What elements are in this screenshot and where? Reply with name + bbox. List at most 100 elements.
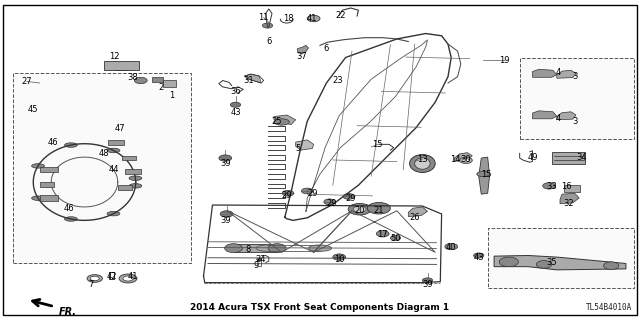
Ellipse shape [257,258,262,260]
Text: 30: 30 [461,155,471,164]
Bar [108,140,124,145]
Ellipse shape [463,159,469,162]
Bar [152,77,163,82]
Text: 43: 43 [474,252,484,261]
Ellipse shape [415,158,430,169]
Ellipse shape [333,254,346,260]
Text: 4: 4 [556,114,561,123]
Ellipse shape [230,102,241,107]
Ellipse shape [376,231,389,237]
Text: 21: 21 [374,206,384,215]
Text: 27: 27 [22,77,32,86]
Text: 3: 3 [572,117,577,126]
Text: 5: 5 [295,144,300,153]
Text: 45: 45 [28,105,38,114]
Polygon shape [274,115,296,124]
Text: 34: 34 [576,153,586,162]
Ellipse shape [87,275,102,282]
Text: 13: 13 [417,155,428,164]
Text: 29: 29 [307,189,317,198]
Bar [488,228,634,288]
Text: 6: 6 [324,44,329,53]
Bar [564,185,580,192]
Text: 2: 2 [159,83,164,92]
Ellipse shape [367,203,390,214]
Text: 50: 50 [390,234,401,244]
Ellipse shape [129,184,142,188]
Text: TL54B4010A: TL54B4010A [586,303,632,312]
Text: 25: 25 [271,117,282,126]
Ellipse shape [90,276,99,281]
Ellipse shape [604,262,619,269]
Polygon shape [557,112,576,120]
Ellipse shape [353,206,366,212]
Text: 10: 10 [334,255,344,264]
Ellipse shape [308,245,332,251]
Ellipse shape [474,253,484,258]
Ellipse shape [107,212,120,216]
Text: 17: 17 [378,230,388,239]
Ellipse shape [445,243,458,250]
Text: 18: 18 [283,14,293,23]
Bar [234,244,277,252]
Text: 14: 14 [451,155,461,164]
Ellipse shape [324,199,335,205]
Text: 26: 26 [410,213,420,222]
Text: 6: 6 [266,37,271,46]
Ellipse shape [65,143,77,147]
Ellipse shape [282,190,294,196]
Text: 42: 42 [107,272,117,281]
Polygon shape [557,70,576,78]
Ellipse shape [301,188,313,194]
Text: 20: 20 [355,206,365,215]
Ellipse shape [123,276,133,281]
Ellipse shape [536,260,552,268]
Text: 39: 39 [422,280,433,289]
Text: 46: 46 [64,204,74,213]
Polygon shape [532,69,557,77]
Text: 29: 29 [346,194,356,203]
Text: 48: 48 [99,149,109,158]
Ellipse shape [543,183,556,189]
Text: 39: 39 [220,217,230,226]
Text: 49: 49 [527,153,538,162]
Bar [122,156,136,160]
Text: 11: 11 [259,13,269,22]
Text: 35: 35 [547,258,557,267]
Polygon shape [479,157,490,194]
Bar [118,185,132,190]
Text: 46: 46 [47,138,58,147]
Ellipse shape [134,77,147,84]
Text: 29: 29 [282,191,292,200]
Text: 31: 31 [243,76,253,85]
Ellipse shape [107,148,120,153]
Text: 1: 1 [169,91,174,100]
Text: 37: 37 [297,52,307,61]
Bar [40,167,58,172]
Text: 23: 23 [333,76,343,85]
Polygon shape [532,111,557,119]
Text: 15: 15 [372,140,383,149]
Bar [40,196,58,201]
Ellipse shape [31,196,44,200]
Ellipse shape [390,236,401,241]
Text: FR.: FR. [59,307,77,317]
Ellipse shape [274,119,289,125]
Text: 3: 3 [572,71,577,81]
Ellipse shape [225,244,243,252]
Polygon shape [244,74,261,83]
Ellipse shape [499,257,518,267]
Ellipse shape [256,245,279,251]
Text: 39: 39 [220,159,230,168]
Text: 8: 8 [246,245,251,254]
Text: 12: 12 [109,52,119,61]
Ellipse shape [460,157,472,164]
Ellipse shape [119,274,137,283]
Text: 4: 4 [556,68,561,77]
Polygon shape [560,193,579,204]
Text: 22: 22 [335,11,346,20]
Ellipse shape [422,278,433,283]
Bar [125,169,141,174]
Ellipse shape [348,204,371,215]
Bar [13,74,191,263]
